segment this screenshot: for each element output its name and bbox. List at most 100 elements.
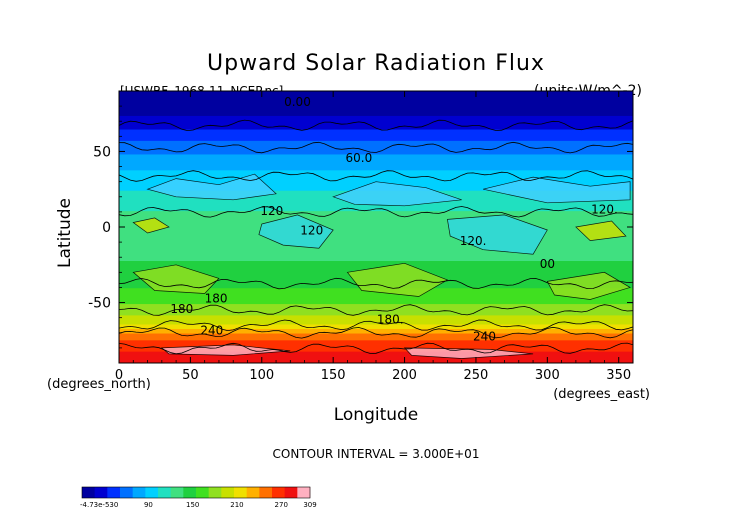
heatmap-band	[119, 319, 633, 323]
colorbar-swatch	[170, 487, 184, 498]
y-tick-label: -50	[88, 296, 111, 312]
heatmap-band	[119, 301, 633, 305]
heatmap-patch	[132, 217, 170, 234]
heatmap-patch	[146, 173, 277, 201]
heatmap-band	[119, 174, 633, 178]
y-tick-label: 50	[93, 144, 111, 160]
x-tick-label: 300	[535, 368, 560, 383]
contour-line	[119, 326, 633, 339]
heatmap-patch	[332, 181, 462, 207]
colorbar-frame	[81, 486, 311, 499]
contour-labels: 0.00 60.0 120 120. 120 120. 00 180 180 180. 240 240	[170, 95, 617, 343]
heatmap-band	[119, 115, 633, 119]
heatmap-band	[119, 217, 633, 221]
heatmap-band	[119, 335, 633, 339]
colorbar-swatch	[297, 487, 311, 498]
colorbar-swatch	[234, 487, 248, 498]
contour-label: 240	[200, 323, 223, 337]
heatmap-band	[119, 93, 633, 97]
contour-line	[119, 342, 633, 355]
contour-label: 120	[300, 224, 323, 238]
heatmap-band	[119, 145, 633, 149]
y-axis-ticks: -50 0 50	[88, 105, 633, 349]
colorbar-swatch	[145, 487, 159, 498]
heatmap-band	[119, 261, 633, 264]
heatmap-band	[119, 347, 633, 350]
colorbar-tick-label: 150	[186, 501, 199, 509]
heatmap-band	[119, 333, 633, 337]
heatmap-band	[119, 109, 633, 112]
heatmap-band	[119, 136, 633, 140]
heatmap-band	[119, 97, 633, 101]
heatmap-band	[119, 224, 633, 228]
contour-line	[119, 170, 633, 182]
heatmap-band	[119, 154, 633, 158]
heatmap-band	[119, 231, 633, 235]
heatmap-band	[119, 129, 633, 133]
heatmap-band	[119, 104, 633, 108]
heatmap-band	[119, 208, 633, 212]
heatmap-band	[119, 172, 633, 176]
heatmap-band	[119, 245, 633, 248]
y-unit-label: (degrees_north)	[47, 377, 151, 392]
plot-area	[119, 91, 633, 363]
heatmap-band	[119, 238, 633, 242]
heatmap-band	[119, 304, 633, 307]
heatmap-band	[119, 222, 633, 226]
heatmap-band	[119, 297, 633, 301]
heatmap-patch	[403, 347, 534, 359]
colorbar-tick-label: 210	[230, 501, 243, 509]
heatmap-band	[119, 168, 633, 171]
heatmap-patch	[258, 214, 334, 249]
x-tick-label: 0	[115, 368, 123, 383]
colorbar-swatch	[107, 487, 121, 498]
colorbar: -4.73e-530 90 150 210 270 309	[80, 486, 317, 509]
heatmap-band	[119, 220, 633, 224]
heatmap-patch	[575, 220, 627, 241]
x-tick-label: 350	[606, 368, 631, 383]
x-tick-label: 150	[321, 368, 346, 383]
heatmap-band	[119, 170, 633, 174]
heatmap-band	[119, 240, 633, 244]
heatmap-band	[119, 292, 633, 296]
x-tick-label: 100	[249, 368, 274, 383]
x-axis-label: Longitude	[334, 405, 419, 425]
heatmap-band	[119, 179, 633, 183]
heatmap-band	[119, 111, 633, 115]
heatmap-band	[119, 152, 633, 156]
colorbar-swatch	[259, 487, 273, 498]
heatmap-band	[119, 317, 633, 321]
heatmap-band	[119, 329, 633, 332]
colorbar-swatch	[183, 487, 197, 498]
heatmap-band	[119, 165, 633, 169]
heatmap-band	[119, 256, 633, 260]
heatmap-patch	[446, 214, 548, 255]
heatmap-band	[119, 138, 633, 142]
heatmap-band	[119, 265, 633, 269]
heatmap-band	[119, 177, 633, 180]
colorbar-swatch	[82, 487, 96, 498]
contour-label: 120.	[460, 234, 487, 248]
x-unit-label: (degrees_east)	[553, 387, 650, 402]
heatmap-band	[119, 227, 633, 230]
colorbar-swatch	[94, 487, 108, 498]
heatmap-band	[119, 342, 633, 346]
heatmap-band	[119, 356, 633, 360]
heatmap-band	[119, 95, 633, 99]
colorbar-swatch	[246, 487, 260, 498]
heatmap-band	[119, 159, 633, 162]
heatmap-band	[119, 122, 633, 126]
heatmap-band	[119, 163, 633, 167]
heatmap-band	[119, 127, 633, 131]
heatmap-band	[119, 258, 633, 262]
contour-label: 180	[170, 302, 193, 316]
heatmap-patch	[346, 262, 449, 297]
colorbar-swatch	[132, 487, 146, 498]
contour-line	[119, 319, 633, 332]
contour-line	[119, 277, 633, 290]
heatmap-band	[119, 143, 633, 146]
heatmap-band	[119, 102, 633, 106]
colorbar-tick-label: -4.73e-530	[80, 501, 118, 509]
contour-label: 180	[205, 292, 228, 306]
y-axis-label: Latitude	[55, 198, 75, 268]
